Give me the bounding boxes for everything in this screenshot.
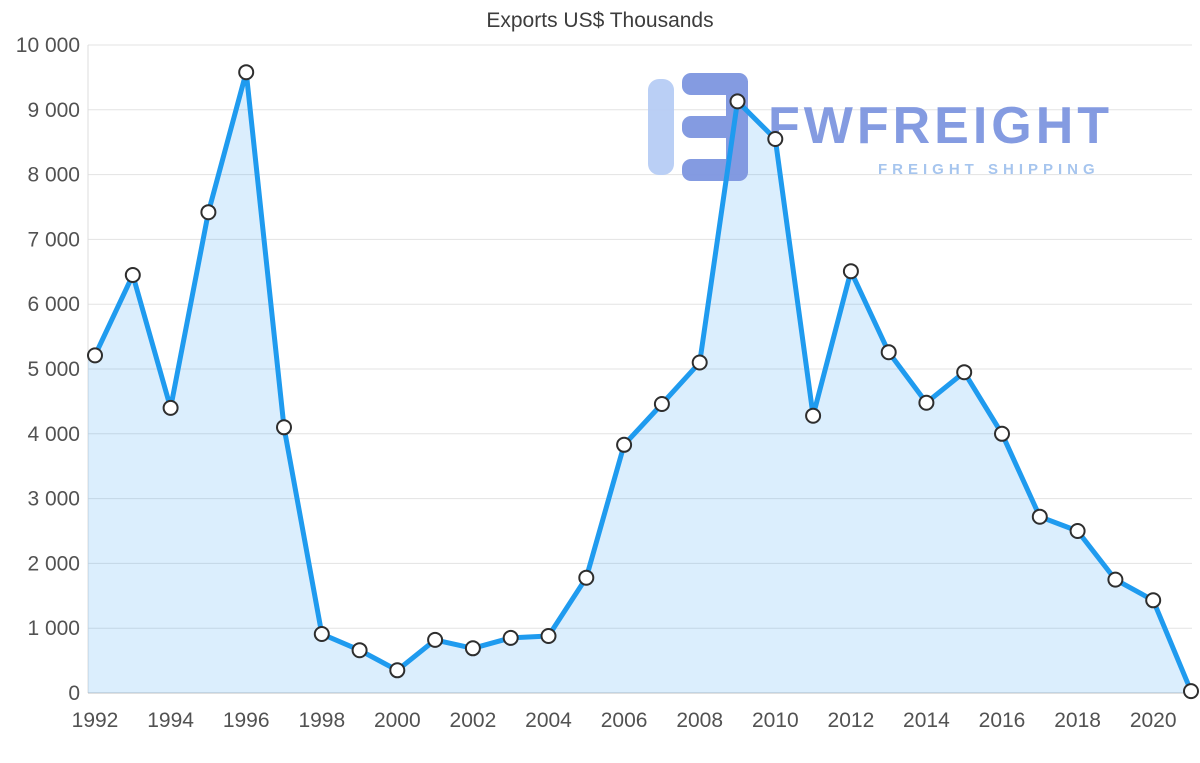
exports-chart: Exports US$ Thousands 01 0002 0003 0004 …: [0, 0, 1200, 763]
data-point-marker[interactable]: [693, 356, 707, 370]
data-point-marker[interactable]: [731, 94, 745, 108]
data-point-marker[interactable]: [768, 132, 782, 146]
data-point-marker[interactable]: [164, 401, 178, 415]
data-point-marker[interactable]: [617, 438, 631, 452]
data-point-marker[interactable]: [428, 633, 442, 647]
data-point-marker[interactable]: [239, 65, 253, 79]
data-point-marker[interactable]: [504, 631, 518, 645]
data-point-marker[interactable]: [277, 420, 291, 434]
data-point-marker[interactable]: [390, 663, 404, 677]
data-point-marker[interactable]: [126, 268, 140, 282]
chart-series-layer: [0, 0, 1200, 763]
series-line: [95, 72, 1191, 691]
data-point-marker[interactable]: [315, 627, 329, 641]
data-point-marker[interactable]: [579, 571, 593, 585]
data-point-marker[interactable]: [88, 348, 102, 362]
chart-title: Exports US$ Thousands: [0, 9, 1200, 33]
data-point-marker[interactable]: [1146, 593, 1160, 607]
data-point-marker[interactable]: [919, 396, 933, 410]
data-point-marker[interactable]: [1184, 684, 1198, 698]
data-point-marker[interactable]: [1108, 573, 1122, 587]
data-point-marker[interactable]: [542, 629, 556, 643]
data-point-marker[interactable]: [957, 365, 971, 379]
data-point-marker[interactable]: [995, 427, 1009, 441]
data-point-marker[interactable]: [1033, 510, 1047, 524]
data-point-marker[interactable]: [1071, 524, 1085, 538]
data-point-marker[interactable]: [466, 641, 480, 655]
data-point-marker[interactable]: [353, 643, 367, 657]
data-point-marker[interactable]: [806, 409, 820, 423]
data-point-marker[interactable]: [201, 205, 215, 219]
data-point-marker[interactable]: [655, 397, 669, 411]
data-point-marker[interactable]: [882, 345, 896, 359]
data-point-marker[interactable]: [844, 264, 858, 278]
